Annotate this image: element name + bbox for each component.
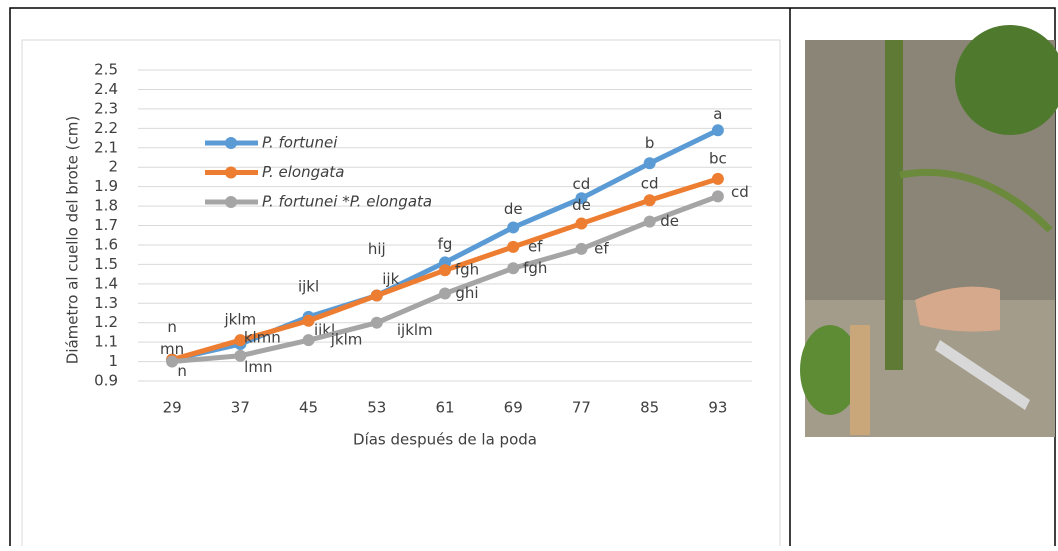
point xyxy=(166,356,178,368)
significance-letter: cd xyxy=(641,175,659,193)
point xyxy=(575,218,587,230)
y-tick-label: 1.3 xyxy=(94,294,118,312)
y-axis-title: Diámetro al cuello del brote (cm) xyxy=(64,116,82,364)
x-tick-label: 53 xyxy=(367,399,386,417)
significance-letter: lmn xyxy=(244,358,272,376)
significance-letter: fgh xyxy=(455,261,479,279)
significance-letter: de xyxy=(572,196,591,214)
significance-letter: mn xyxy=(160,340,184,358)
y-tick-label: 1.1 xyxy=(94,333,118,351)
legend-marker xyxy=(225,137,237,149)
legend-marker xyxy=(225,167,237,179)
x-tick-label: 69 xyxy=(504,399,523,417)
point xyxy=(439,288,451,300)
point xyxy=(371,289,383,301)
significance-letter: n xyxy=(177,362,187,380)
y-tick-label: 1 xyxy=(108,352,118,370)
significance-letter: cd xyxy=(573,175,591,193)
significance-letter: ef xyxy=(528,237,543,255)
point xyxy=(644,194,656,206)
significance-letter: bc xyxy=(709,149,727,167)
photo-stake xyxy=(850,325,870,435)
photo xyxy=(800,25,1058,437)
x-tick-label: 77 xyxy=(572,399,591,417)
y-tick-label: 1.2 xyxy=(94,313,118,331)
significance-letter: de xyxy=(660,212,679,230)
point xyxy=(644,216,656,228)
significance-letter: a xyxy=(713,105,722,123)
significance-letter: jklm xyxy=(224,311,257,329)
legend-label: P. fortunei xyxy=(262,134,338,152)
y-tick-label: 1.6 xyxy=(94,235,118,253)
x-tick-label: 29 xyxy=(163,399,182,417)
point xyxy=(644,157,656,169)
significance-letter: ijklm xyxy=(397,321,433,339)
x-tick-label: 45 xyxy=(299,399,318,417)
legend-label: P. elongata xyxy=(262,163,344,181)
significance-letter: fgh xyxy=(523,259,547,277)
point xyxy=(712,190,724,202)
y-tick-label: 2 xyxy=(108,158,118,176)
y-tick-label: 2.2 xyxy=(94,119,118,137)
significance-letter: ef xyxy=(594,239,609,257)
legend-label: P. fortunei *P. elongata xyxy=(262,193,432,211)
point xyxy=(712,124,724,136)
point xyxy=(712,173,724,185)
significance-letter: de xyxy=(504,200,523,218)
significance-letter: ghi xyxy=(455,284,478,302)
point xyxy=(507,262,519,274)
y-tick-label: 0.9 xyxy=(94,372,118,390)
point xyxy=(507,221,519,233)
x-tick-label: 61 xyxy=(435,399,454,417)
y-tick-label: 1.4 xyxy=(94,274,118,292)
y-tick-label: 1.8 xyxy=(94,197,118,215)
point xyxy=(575,243,587,255)
significance-letter: b xyxy=(645,134,655,152)
y-tick-label: 2.1 xyxy=(94,138,118,156)
significance-letter: n xyxy=(167,318,177,336)
x-tick-label: 93 xyxy=(708,399,727,417)
legend-marker xyxy=(225,196,237,208)
point xyxy=(303,315,315,327)
point xyxy=(507,241,519,253)
y-tick-label: 1.9 xyxy=(94,177,118,195)
significance-letter: ijkl xyxy=(298,277,319,295)
point xyxy=(303,334,315,346)
photo-stem xyxy=(885,40,903,370)
y-tick-label: 2.5 xyxy=(94,61,118,79)
chart-frame xyxy=(22,40,780,546)
significance-letter: jklm xyxy=(330,331,363,349)
point xyxy=(371,317,383,329)
y-tick-label: 1.7 xyxy=(94,216,118,234)
point xyxy=(439,264,451,276)
page: Diámetro al cuello del brote (cm) Días d… xyxy=(0,0,1058,546)
y-tick-label: 1.5 xyxy=(94,255,118,273)
y-tick-label: 2.3 xyxy=(94,99,118,117)
x-axis-title: Días después de la poda xyxy=(353,431,537,449)
y-tick-label: 2.4 xyxy=(94,80,118,98)
significance-letter: hij xyxy=(368,240,386,258)
x-tick-label: 85 xyxy=(640,399,659,417)
significance-letter: klmn xyxy=(244,329,281,347)
x-tick-label: 37 xyxy=(231,399,250,417)
significance-letter: cd xyxy=(731,183,749,201)
significance-letter: fg xyxy=(438,235,453,253)
significance-letter: ijk xyxy=(382,270,399,288)
